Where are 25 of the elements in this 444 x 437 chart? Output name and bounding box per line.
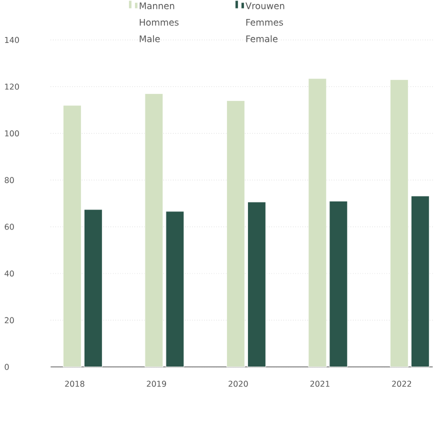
bar xyxy=(390,79,408,368)
x-tick-label: 2021 xyxy=(310,380,330,387)
x-tick-label: 2020 xyxy=(228,380,248,387)
bar xyxy=(329,200,348,368)
y-tick-label: 80 xyxy=(4,177,14,184)
x-tick-label: 2018 xyxy=(65,380,84,387)
y-tick-label: 40 xyxy=(4,270,14,277)
x-tick-label: 2022 xyxy=(392,380,412,387)
x-tick-label: 2019 xyxy=(146,380,166,387)
bar xyxy=(144,93,164,368)
bar xyxy=(226,100,245,368)
bar xyxy=(84,209,102,368)
y-tick-label: 20 xyxy=(4,317,14,324)
y-tick-label: 120 xyxy=(5,84,19,90)
y-tick-label: 140 xyxy=(5,36,19,43)
bar xyxy=(166,211,184,368)
legend-label: Mannen Hommes Male xyxy=(140,2,179,42)
y-tick-label: 60 xyxy=(4,224,14,230)
bar xyxy=(308,78,327,368)
bar xyxy=(62,105,82,368)
bar xyxy=(247,202,266,368)
legend-label: Vrouwen Femmes Female xyxy=(246,2,284,42)
y-tick-label: 100 xyxy=(5,130,19,136)
bar xyxy=(410,196,430,368)
y-tick-label: 0 xyxy=(4,364,9,370)
